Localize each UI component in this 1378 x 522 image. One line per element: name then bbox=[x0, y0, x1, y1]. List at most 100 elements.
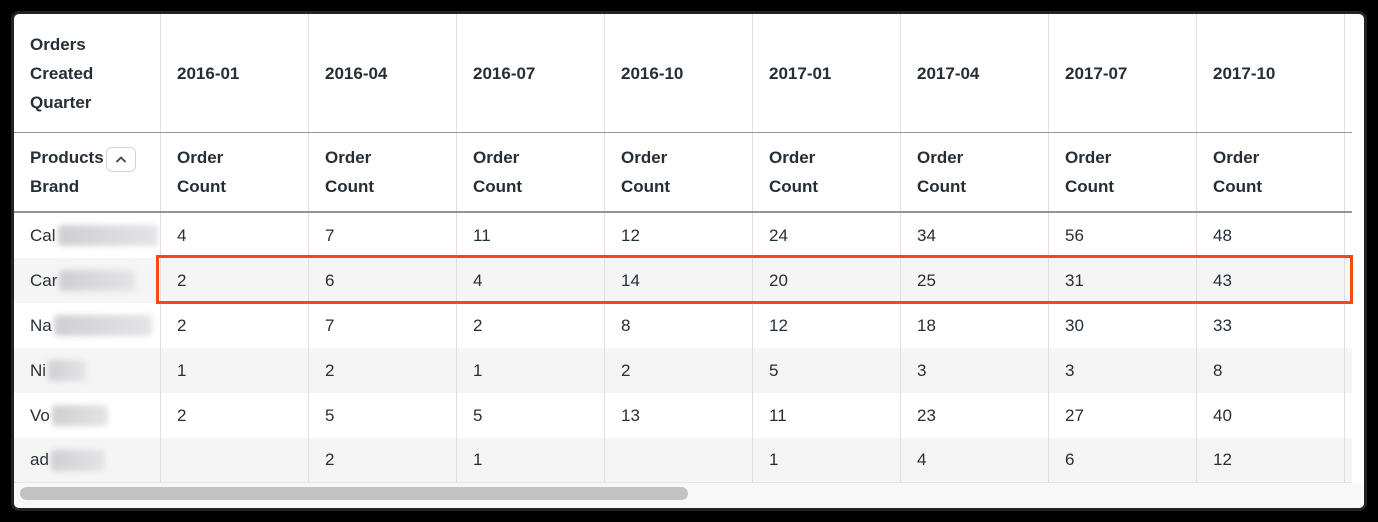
table-cell: 2 bbox=[160, 393, 308, 438]
quarter-header-label: 2016-01 bbox=[177, 63, 240, 83]
table-cell: 24 bbox=[752, 213, 900, 258]
cell-value: 1 bbox=[473, 450, 483, 469]
column-header-2017-04: 2017-04 bbox=[900, 14, 1048, 132]
measure-header-cell: Order Count bbox=[604, 133, 752, 211]
cell-value: 5 bbox=[769, 360, 779, 380]
partial-column bbox=[1344, 213, 1352, 258]
cell-value: 25 bbox=[917, 270, 936, 290]
cell-value: 2 bbox=[473, 315, 483, 335]
row-label-cell: ad bbox=[14, 438, 160, 482]
cell-value: 2 bbox=[325, 360, 335, 380]
cell-value: 4 bbox=[473, 270, 483, 290]
table-cell: 1 bbox=[456, 348, 604, 393]
measure-header-cell: Order Count bbox=[1196, 133, 1344, 211]
table-cell: 2 bbox=[456, 303, 604, 348]
table-cell: 12 bbox=[752, 303, 900, 348]
table-cell: 18 bbox=[900, 303, 1048, 348]
cell-value: 43 bbox=[1213, 270, 1232, 290]
table-cell: 2 bbox=[308, 348, 456, 393]
table-cell: 12 bbox=[1196, 438, 1344, 482]
cell-value: 12 bbox=[621, 225, 640, 245]
table-cell: 34 bbox=[900, 213, 1048, 258]
table-cell: 8 bbox=[1196, 348, 1344, 393]
sort-ascending-button[interactable] bbox=[106, 147, 136, 172]
cell-value: 2 bbox=[177, 315, 187, 335]
measure-header-label: Order Count bbox=[1065, 148, 1115, 196]
cell-value: 7 bbox=[325, 225, 335, 245]
table-cell: 7 bbox=[308, 303, 456, 348]
table-body: Cal 4 7 11 12 24 34 56 48 Car 2 6 4 14 20 25 31 43 Na 2 7 2 8 1… bbox=[14, 213, 1352, 483]
table-cell: 2 bbox=[308, 438, 456, 482]
partial-column bbox=[1344, 438, 1352, 482]
table-cell: 40 bbox=[1196, 393, 1344, 438]
redaction-blur bbox=[51, 405, 108, 426]
table-cell: 11 bbox=[752, 393, 900, 438]
column-header-2016-07: 2016-07 bbox=[456, 14, 604, 132]
table-cell: 30 bbox=[1048, 303, 1196, 348]
column-header-2016-10: 2016-10 bbox=[604, 14, 752, 132]
cell-value: 14 bbox=[621, 270, 640, 290]
table-cell: 4 bbox=[160, 213, 308, 258]
redaction-blur bbox=[53, 315, 152, 336]
measure-header-cell: Order Count bbox=[456, 133, 604, 211]
table-row: Na 2 7 2 8 12 18 30 33 bbox=[14, 303, 1352, 348]
cell-value: 5 bbox=[325, 405, 335, 425]
cell-value: 11 bbox=[473, 225, 491, 245]
cell-value: 4 bbox=[177, 225, 187, 245]
table-cell: 33 bbox=[1196, 303, 1344, 348]
partial-column bbox=[1344, 348, 1352, 393]
brand-label: Na bbox=[30, 315, 52, 335]
table-cell: 1 bbox=[456, 438, 604, 482]
table-cell: 4 bbox=[900, 438, 1048, 482]
cell-value: 11 bbox=[769, 405, 787, 425]
measure-header-label: Order Count bbox=[473, 148, 523, 196]
table-row: Car 2 6 4 14 20 25 31 43 bbox=[14, 258, 1352, 303]
horizontal-scrollbar[interactable] bbox=[14, 483, 1364, 508]
cell-value: 27 bbox=[1065, 405, 1084, 425]
table-cell: 25 bbox=[900, 258, 1048, 303]
partial-column bbox=[1344, 258, 1352, 303]
row-label-cell: Cal bbox=[14, 213, 160, 258]
table-cell: 12 bbox=[604, 213, 752, 258]
cell-value: 31 bbox=[1065, 270, 1084, 290]
row-label-cell: Na bbox=[14, 303, 160, 348]
cell-value: 20 bbox=[769, 270, 788, 290]
table-cell: 7 bbox=[308, 213, 456, 258]
cell-value: 12 bbox=[1213, 450, 1232, 469]
table-cell: 4 bbox=[456, 258, 604, 303]
scrollbar-thumb[interactable] bbox=[20, 487, 688, 500]
table-cell: 2 bbox=[160, 258, 308, 303]
cell-value: 3 bbox=[917, 360, 927, 380]
cell-value: 56 bbox=[1065, 225, 1084, 245]
measure-header-label: Order Count bbox=[621, 148, 671, 196]
table-cell: 13 bbox=[604, 393, 752, 438]
table-cell: 11 bbox=[456, 213, 604, 258]
cell-value: 2 bbox=[621, 360, 631, 380]
measure-header-cell: Order Count bbox=[900, 133, 1048, 211]
cell-value: 6 bbox=[1065, 450, 1075, 469]
pivot-table: Orders Created Quarter 2016-01 2016-04 201… bbox=[14, 14, 1353, 483]
partial-column bbox=[1344, 14, 1352, 132]
table-cell: 1 bbox=[160, 348, 308, 393]
cell-value: 1 bbox=[769, 450, 779, 469]
brand-label: ad bbox=[30, 450, 49, 469]
table-cell: 3 bbox=[900, 348, 1048, 393]
cell-value: 1 bbox=[473, 360, 483, 380]
partial-column bbox=[1344, 393, 1352, 438]
cell-value: 5 bbox=[473, 405, 483, 425]
table-cell: 48 bbox=[1196, 213, 1344, 258]
redaction-blur bbox=[57, 225, 158, 246]
table-cell: 5 bbox=[308, 393, 456, 438]
table-row: Ni 1 2 1 2 5 3 3 8 bbox=[14, 348, 1352, 393]
cell-value: 2 bbox=[177, 405, 187, 425]
row-dimension-header-cell: Products Brand bbox=[14, 133, 160, 211]
quarter-header-label: 2016-10 bbox=[621, 63, 684, 83]
cell-value: 7 bbox=[325, 315, 335, 335]
cell-value: 24 bbox=[769, 225, 788, 245]
column-header-2016-01: 2016-01 bbox=[160, 14, 308, 132]
quarter-header-row: Orders Created Quarter 2016-01 2016-04 201… bbox=[14, 14, 1352, 133]
cell-value: 40 bbox=[1213, 405, 1232, 425]
measure-header-cell: Order Count bbox=[308, 133, 456, 211]
column-header-2017-01: 2017-01 bbox=[752, 14, 900, 132]
